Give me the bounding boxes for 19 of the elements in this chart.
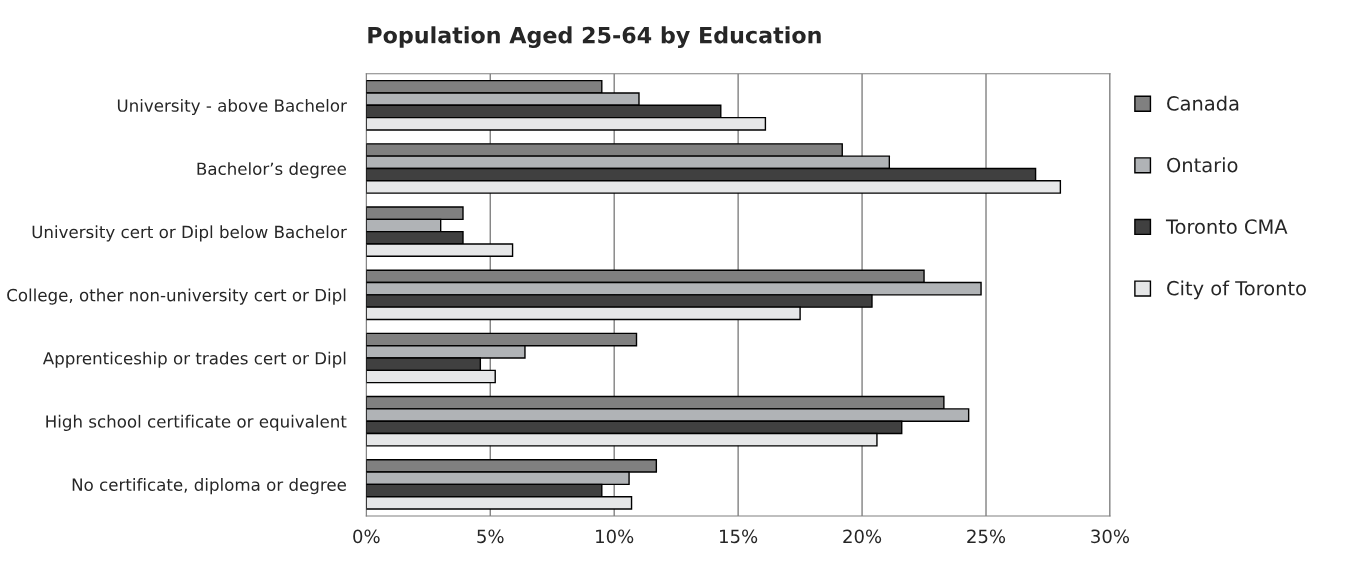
y-tick-label: University - above Bachelor (117, 98, 347, 116)
x-tick-label: 25% (967, 529, 1006, 544)
x-tick-label: 30% (1091, 529, 1130, 544)
chart-title: Population Aged 25-64 by Education (368, 26, 821, 48)
y-tick-label: College, other non-university cert or Dipl (7, 288, 346, 305)
y-tick-label: Apprenticeship or trades cert or Dipl (42, 351, 346, 368)
y-tick-label: No certificate, diploma or degree (72, 478, 346, 495)
x-tick-label: 5% (477, 529, 504, 544)
y-tick-label: High school certificate or equivalent (46, 414, 347, 431)
x-tick-label: 15% (720, 529, 758, 544)
x-tick-label: 10% (596, 529, 634, 544)
y-tick-label: University cert or Dipl below Bachelor (32, 225, 347, 242)
x-tick-label: 20% (843, 529, 882, 544)
y-tick-label: Bachelor’s degree (197, 162, 346, 179)
legend-label: Canada (1167, 95, 1239, 111)
legend-label: Toronto CMA (1165, 219, 1288, 234)
x-tick-label: 0% (353, 529, 380, 544)
legend-label: Ontario (1167, 157, 1238, 173)
legend-label: City of Toronto (1167, 280, 1306, 300)
